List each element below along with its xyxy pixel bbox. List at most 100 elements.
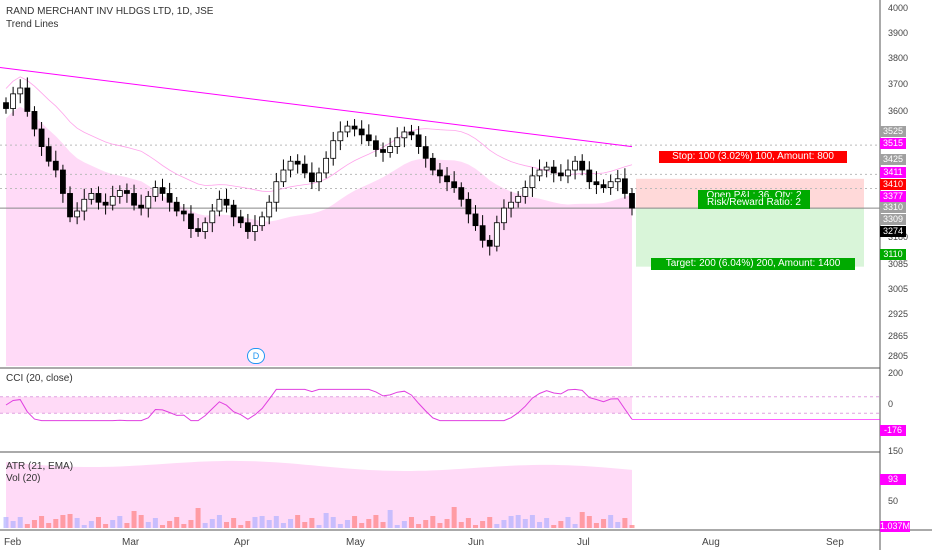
atr-label: ATR (21, EMA) xyxy=(6,461,74,472)
candle-body xyxy=(493,222,500,247)
candle-body xyxy=(422,146,429,159)
atr-tick: 150 xyxy=(888,446,904,456)
price-tag-3309: 3309 xyxy=(880,214,906,225)
atr-tick: 50 xyxy=(888,496,899,506)
volume-bar xyxy=(473,525,478,528)
volume-bar xyxy=(359,523,365,528)
candle-body xyxy=(565,169,571,177)
volume-bar xyxy=(480,521,486,528)
candle-body xyxy=(102,201,109,206)
volume-bar xyxy=(280,523,286,528)
volume-bar xyxy=(209,519,215,528)
volume-bar xyxy=(316,525,322,528)
candle-body xyxy=(586,169,593,183)
candle-body xyxy=(74,210,81,218)
candle-body xyxy=(152,187,159,197)
volume-bar xyxy=(437,523,443,528)
volume-bar xyxy=(39,516,45,528)
candle-body xyxy=(529,175,536,188)
volume-bar xyxy=(529,515,535,528)
candle-body xyxy=(437,169,443,177)
candle-body xyxy=(557,172,564,177)
volume-bar xyxy=(110,520,116,528)
volume-bar xyxy=(572,524,578,528)
candle-body xyxy=(415,134,422,147)
volume-bar xyxy=(202,523,208,528)
price-tick: 3700 xyxy=(888,79,909,89)
volume-bar xyxy=(579,512,585,528)
volume-bar xyxy=(508,516,514,528)
candle-body xyxy=(508,201,514,209)
candle-body xyxy=(67,193,73,218)
volume-bar xyxy=(224,522,230,528)
price-tick: 3800 xyxy=(888,53,909,63)
volume-bar xyxy=(601,519,607,528)
candle-body xyxy=(408,131,415,136)
volume-bar xyxy=(430,516,436,528)
time-tick-sep: Sep xyxy=(826,537,844,548)
volume-bar xyxy=(188,520,194,528)
volume-bar xyxy=(231,518,237,528)
candle-body xyxy=(273,181,280,203)
volume-bar xyxy=(487,517,493,528)
candle-body xyxy=(116,190,123,197)
candle-body xyxy=(444,175,450,183)
dividend-marker[interactable]: D xyxy=(247,348,265,364)
candle-body xyxy=(607,181,614,188)
price-tick: 2925 xyxy=(888,309,909,319)
volume-bar xyxy=(3,517,9,528)
time-tick-jun: Jun xyxy=(468,537,485,548)
candle-body xyxy=(543,166,550,171)
price-tick: 2865 xyxy=(888,331,909,341)
candle-body xyxy=(365,134,372,142)
volume-bar xyxy=(423,520,429,528)
cci-band xyxy=(0,396,632,414)
volume-bar xyxy=(337,524,343,528)
candle-body xyxy=(223,198,230,206)
candle-body xyxy=(124,190,130,194)
volume-bar xyxy=(167,521,173,528)
volume-bar xyxy=(60,515,66,528)
candle-body xyxy=(572,160,578,171)
volume-bar xyxy=(81,525,87,528)
candle-body xyxy=(600,184,607,188)
volume-bar xyxy=(124,523,130,528)
volume-bar xyxy=(195,508,201,528)
volume-bar xyxy=(586,516,592,528)
candle-body xyxy=(202,222,209,232)
volume-bar xyxy=(103,524,109,528)
volume-bar xyxy=(522,519,528,528)
volume-bar xyxy=(451,507,457,528)
volume-bar xyxy=(160,525,165,528)
candle-body xyxy=(358,128,365,136)
price-tag-3110: 3110 xyxy=(880,249,906,260)
candle-body xyxy=(3,102,9,109)
candle-body xyxy=(145,195,152,209)
candle-body xyxy=(266,201,273,218)
volume-bar xyxy=(501,520,507,528)
candle-body xyxy=(244,222,251,232)
candle-body xyxy=(629,193,635,209)
volume-bar xyxy=(88,521,94,528)
candle-body xyxy=(472,213,479,227)
volume-bar xyxy=(152,518,158,528)
candle-body xyxy=(280,169,287,183)
volume-bar xyxy=(95,517,101,528)
candle-body xyxy=(344,125,351,133)
candle-body xyxy=(621,178,628,194)
candle-body xyxy=(429,157,436,171)
volume-bar xyxy=(515,515,521,528)
volume-bar xyxy=(465,518,471,528)
volume-bar xyxy=(344,520,350,528)
volume-bar xyxy=(245,521,251,528)
volume-bar xyxy=(174,517,180,528)
candle-body xyxy=(287,160,294,171)
volume-bar xyxy=(366,519,372,528)
price-tick: 3600 xyxy=(888,106,909,116)
candle-body xyxy=(10,93,17,109)
price-tag-3425: 3425 xyxy=(880,154,906,165)
volume-bar xyxy=(387,510,393,528)
price-tag-3310: 3310 xyxy=(880,202,906,213)
volume-bar xyxy=(181,524,187,528)
